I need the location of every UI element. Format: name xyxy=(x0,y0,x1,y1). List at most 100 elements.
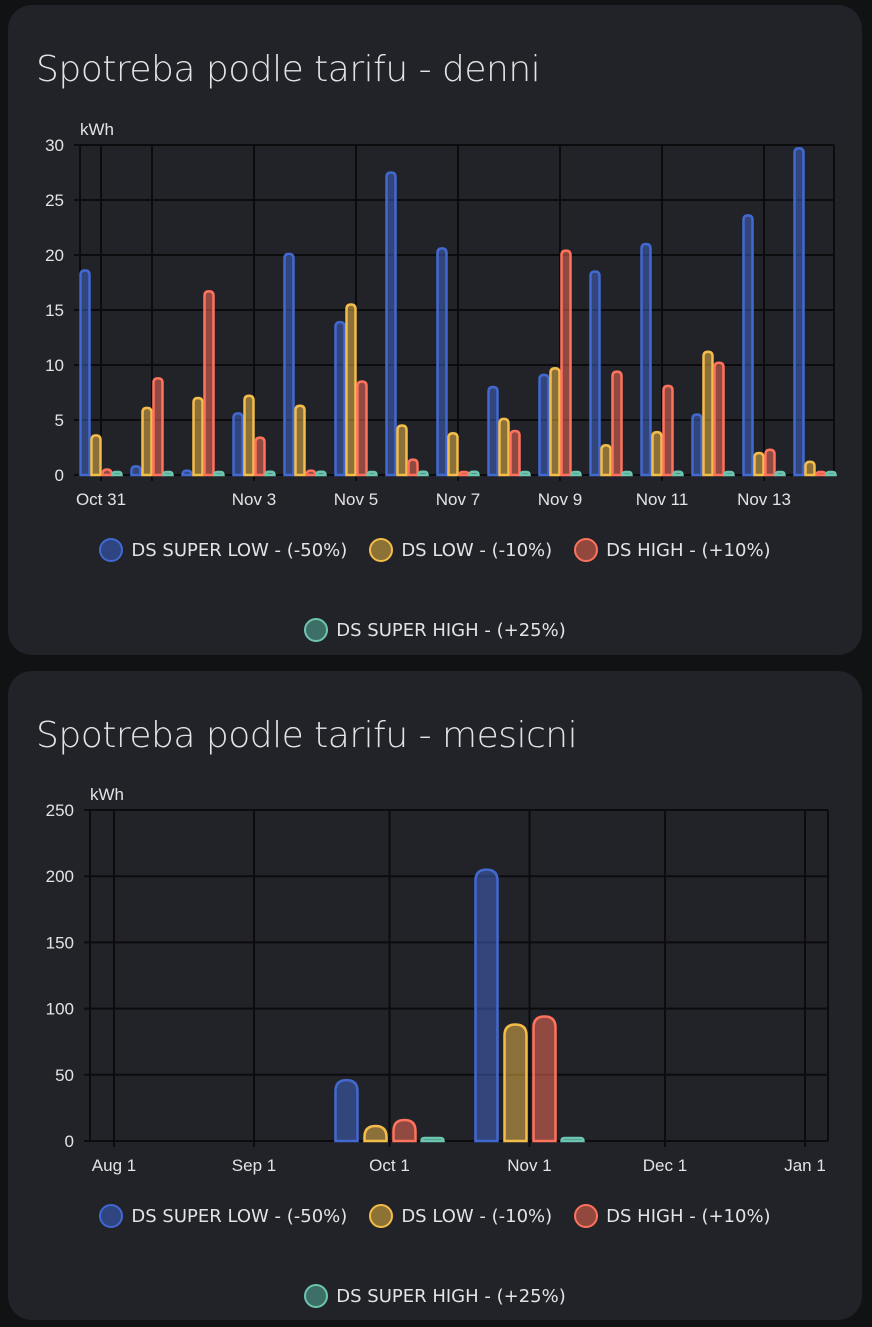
bar xyxy=(363,1124,388,1143)
bar xyxy=(315,470,327,477)
legend-label: DS HIGH - (+10%) xyxy=(606,1205,771,1227)
legend-swatch-icon xyxy=(369,538,394,562)
legend-item-high[interactable]: DS HIGH - (+10%) xyxy=(574,538,771,562)
bar xyxy=(825,470,837,477)
bar xyxy=(101,468,113,477)
bar xyxy=(420,1136,445,1143)
bar xyxy=(152,376,164,477)
daily-chart-card: Spotreba podle tarifu - denni 0 5 10 15 20 25… xyxy=(8,5,862,655)
x-tick-label: Oct 1 xyxy=(369,1156,410,1175)
legend-swatch-icon xyxy=(99,538,124,562)
x-tick-label: Jan 1 xyxy=(784,1156,826,1175)
bar xyxy=(549,367,561,477)
legend-item-low[interactable]: DS LOW - (-10%) xyxy=(369,1204,552,1228)
legend-swatch-icon xyxy=(304,1284,329,1308)
x-tick-label: Nov 5 xyxy=(334,490,378,509)
legend-label: DS SUPER LOW - (-50%) xyxy=(131,539,348,561)
y-axis-unit-label: kWh xyxy=(80,120,114,139)
bar xyxy=(264,470,276,477)
y-tick-label: 150 xyxy=(46,933,74,952)
bar xyxy=(385,171,397,477)
bar xyxy=(560,1136,585,1143)
monthly-bar-chart: 0 50 100 150 200 250 Aug 1 Sep 1 Oct 1 Nov 1 Dec 1… xyxy=(46,785,829,1175)
bar xyxy=(366,470,378,477)
y-tick-label: 5 xyxy=(55,411,64,430)
bar xyxy=(181,469,193,477)
y-tick-label: 15 xyxy=(45,301,64,320)
bar xyxy=(130,464,142,477)
x-tick-label: Nov 9 xyxy=(538,490,582,509)
bar xyxy=(417,470,429,477)
bar xyxy=(589,270,601,477)
bar xyxy=(283,252,295,477)
bar xyxy=(334,1078,359,1143)
legend-swatch-icon xyxy=(574,538,599,562)
bar xyxy=(213,470,225,477)
legend-swatch-icon xyxy=(304,618,329,642)
legend-label: DS LOW - (-10%) xyxy=(401,1205,553,1227)
y-tick-label: 200 xyxy=(46,867,74,886)
bar xyxy=(600,444,612,477)
bar xyxy=(640,242,652,477)
y-tick-label: 20 xyxy=(45,246,64,265)
x-tick-label: Aug 1 xyxy=(92,1156,136,1175)
x-tick-label: Nov 11 xyxy=(636,490,689,509)
bar xyxy=(192,396,204,477)
legend-item-low[interactable]: DS LOW - (-10%) xyxy=(369,538,552,562)
bar xyxy=(560,249,572,477)
bar xyxy=(621,470,633,477)
y-axis-unit-label: kWh xyxy=(90,785,124,804)
x-tick-label: Nov 7 xyxy=(436,490,480,509)
legend: DS SUPER LOW - (-50%) DS LOW - (-10%) DS… xyxy=(8,538,862,642)
bar xyxy=(294,404,306,477)
bar xyxy=(713,361,725,477)
x-tick-label: Nov 3 xyxy=(232,490,276,509)
bar xyxy=(162,470,174,477)
bar xyxy=(672,470,684,477)
bar xyxy=(90,434,102,477)
bar xyxy=(753,451,765,477)
bar xyxy=(305,469,317,477)
bar xyxy=(691,413,703,477)
card-title: Spotreba podle tarifu - denni xyxy=(36,49,541,90)
bar xyxy=(436,247,448,477)
legend-item-super-high[interactable]: DS SUPER HIGH - (+25%) xyxy=(304,618,566,642)
bar xyxy=(232,412,244,477)
card-title: Spotreba podle tarifu - mesicni xyxy=(36,715,578,756)
bar xyxy=(611,370,623,477)
legend-item-super-high[interactable]: DS SUPER HIGH - (+25%) xyxy=(304,1284,566,1308)
monthly-chart-card: Spotreba podle tarifu - mesicni 0 50 100 15… xyxy=(8,671,862,1320)
legend-label: DS SUPER HIGH - (+25%) xyxy=(336,619,566,641)
bar xyxy=(254,436,266,477)
legend-item-super-low[interactable]: DS SUPER LOW - (-50%) xyxy=(99,538,347,562)
bar xyxy=(487,385,499,477)
bar xyxy=(334,320,346,477)
bar xyxy=(474,868,499,1143)
bar xyxy=(392,1118,417,1143)
bar xyxy=(764,448,776,477)
bar xyxy=(458,470,470,477)
legend-item-high[interactable]: DS HIGH - (+10%) xyxy=(574,1204,771,1228)
bar xyxy=(503,1023,528,1143)
legend: DS SUPER LOW - (-50%) DS LOW - (-10%) DS… xyxy=(8,1204,862,1308)
bar xyxy=(651,430,663,477)
legend-label: DS SUPER LOW - (-50%) xyxy=(131,1205,348,1227)
y-tick-label: 0 xyxy=(65,1132,74,1151)
legend-label: DS LOW - (-10%) xyxy=(401,539,553,561)
legend-item-super-low[interactable]: DS SUPER LOW - (-50%) xyxy=(99,1204,347,1228)
y-tick-label: 10 xyxy=(45,356,64,375)
bar xyxy=(498,417,510,477)
legend-label: DS HIGH - (+10%) xyxy=(606,539,771,561)
bar xyxy=(468,470,480,477)
x-tick-label: Sep 1 xyxy=(232,1156,276,1175)
bar xyxy=(774,470,786,477)
bar xyxy=(356,380,368,477)
bar xyxy=(742,214,754,477)
bar xyxy=(243,394,255,477)
legend-swatch-icon xyxy=(574,1204,599,1228)
x-tick-label: Nov 1 xyxy=(507,1156,551,1175)
bar xyxy=(723,470,735,477)
bar xyxy=(519,470,531,477)
bar xyxy=(702,350,714,477)
bar xyxy=(532,1015,557,1143)
